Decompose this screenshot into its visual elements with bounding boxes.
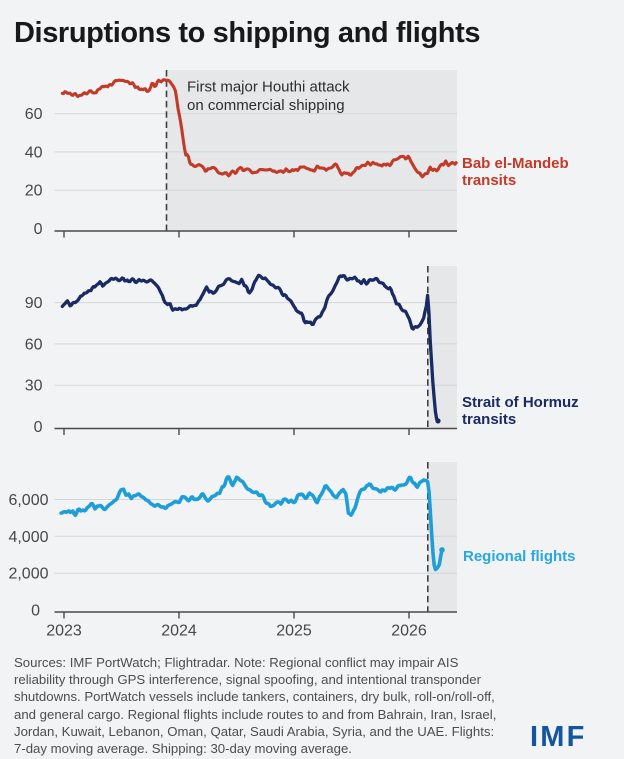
svg-text:60: 60 (25, 106, 43, 123)
svg-text:40: 40 (25, 144, 43, 161)
svg-text:2024: 2024 (161, 623, 197, 640)
svg-text:0: 0 (34, 419, 43, 436)
svg-text:First major Houthi attack: First major Houthi attack (187, 79, 350, 96)
svg-text:30: 30 (25, 378, 43, 395)
svg-text:on commercial shipping: on commercial shipping (187, 97, 345, 114)
svg-text:2025: 2025 (276, 623, 312, 640)
svg-text:0: 0 (31, 602, 40, 619)
svg-text:4,000: 4,000 (8, 529, 48, 546)
svg-text:6,000: 6,000 (8, 492, 48, 509)
svg-text:90: 90 (25, 295, 43, 312)
svg-text:20: 20 (25, 183, 43, 200)
svg-text:60: 60 (25, 336, 43, 353)
svg-text:2026: 2026 (391, 623, 427, 640)
svg-text:0: 0 (34, 221, 43, 238)
svg-text:2,000: 2,000 (8, 566, 48, 583)
svg-text:2023: 2023 (46, 623, 82, 640)
